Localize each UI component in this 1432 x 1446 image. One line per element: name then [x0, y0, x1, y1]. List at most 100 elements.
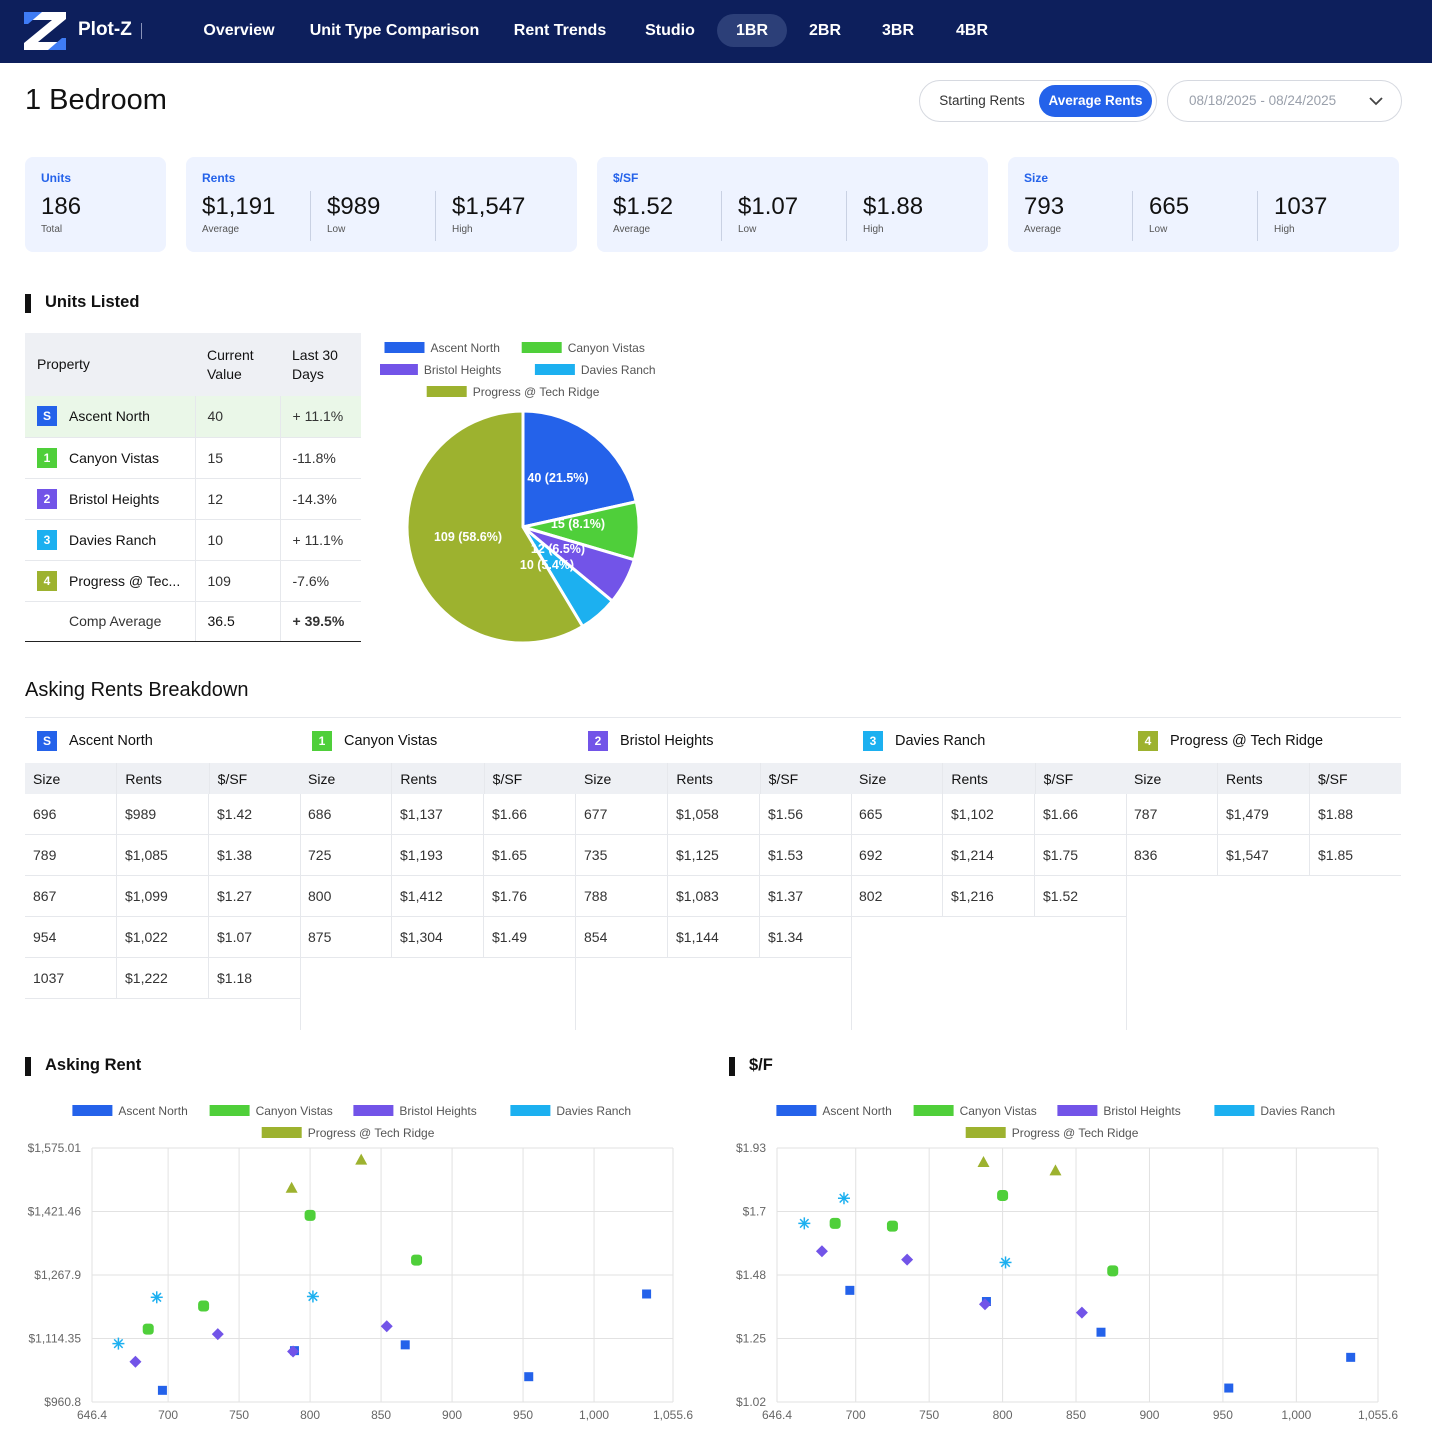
date-range-picker[interactable]: 08/18/2025 - 08/24/2025 [1167, 80, 1402, 122]
scatter-point[interactable] [999, 1256, 1012, 1269]
legend-item[interactable]: Ascent North [72, 1104, 188, 1118]
legend-item[interactable]: Davies Ranch [534, 363, 656, 377]
nav-3br[interactable]: 3BR [881, 22, 914, 39]
scatter-point[interactable] [837, 1192, 850, 1205]
breakdown-col-header[interactable]: $/SF [759, 763, 852, 794]
x-tick-label: 850 [1066, 1408, 1086, 1422]
breakdown-col-header[interactable]: $/SF [208, 763, 301, 794]
legend-item[interactable]: Ascent North [384, 341, 500, 355]
breakdown-col-header[interactable]: Size [859, 770, 887, 787]
table-row[interactable]: 2 Bristol Heights 12 -14.3% [25, 478, 361, 520]
scatter-point[interactable] [845, 1285, 855, 1295]
nav-4br[interactable]: 4BR [955, 22, 988, 39]
scatter-point[interactable] [977, 1155, 990, 1167]
table-row[interactable]: 1 Canyon Vistas 15 -11.8% [25, 437, 361, 479]
nav-overview[interactable]: Overview [203, 22, 275, 39]
scatter-point[interactable] [1096, 1327, 1106, 1337]
scatter-point[interactable] [886, 1220, 898, 1232]
table-row[interactable]: S Ascent North 40 + 11.1% [25, 396, 361, 438]
pie-slice[interactable] [405, 409, 585, 645]
nav-studio[interactable]: Studio [645, 22, 695, 39]
breakdown-col-header[interactable]: Size [584, 770, 612, 787]
col-last-30-days[interactable]: Last 30 Days [280, 333, 361, 396]
scatter-point[interactable] [112, 1337, 125, 1350]
breakdown-cell: 854 [584, 929, 608, 945]
legend-item[interactable]: Bristol Heights [377, 363, 501, 377]
table-row: 1037 $1,222 $1.18 [25, 958, 300, 999]
scatter-point[interactable] [1224, 1383, 1234, 1393]
scatter-point[interactable] [306, 1290, 319, 1303]
legend-item[interactable]: Progress @ Tech Ridge [965, 1126, 1139, 1140]
breakdown-property-name: Davies Ranch [895, 732, 986, 749]
breakdown-property-header[interactable]: 3 Davies Ranch [851, 718, 1127, 763]
breakdown-col-header[interactable]: $/SF [1309, 763, 1401, 794]
scatter-point[interactable] [150, 1291, 163, 1304]
breakdown-property-header[interactable]: S Ascent North [25, 718, 301, 763]
starting-rents-button[interactable]: Starting Rents [939, 93, 1025, 108]
scatter-point[interactable] [798, 1217, 811, 1230]
scatter-point[interactable] [1049, 1164, 1062, 1176]
scatter-point[interactable] [400, 1340, 410, 1350]
plot-z-logo-icon[interactable] [24, 12, 66, 50]
nav-unit-type-comparison[interactable]: Unit Type Comparison [309, 22, 480, 39]
breakdown-col-header[interactable]: Rents [1217, 763, 1309, 794]
scatter-point[interactable] [304, 1209, 316, 1221]
scatter-point[interactable] [411, 1254, 423, 1266]
scatter-point[interactable] [355, 1153, 368, 1165]
legend-item[interactable]: Bristol Heights [1057, 1104, 1181, 1118]
pie-slice[interactable] [521, 409, 639, 529]
scatter-point[interactable] [211, 1328, 224, 1341]
breakdown-col-header[interactable]: Rents [667, 763, 759, 794]
scatter-point[interactable] [129, 1355, 142, 1368]
table-row[interactable]: 4 Progress @ Tec... 109 -7.6% [25, 560, 361, 602]
scatter-point[interactable] [829, 1217, 841, 1229]
nav-rent-trends[interactable]: Rent Trends [513, 22, 607, 39]
scatter-point[interactable] [157, 1385, 167, 1395]
scatter-point[interactable] [642, 1289, 652, 1299]
legend-item[interactable]: Canyon Vistas [913, 1104, 1037, 1118]
breakdown-col-header[interactable]: Rents [942, 763, 1034, 794]
breakdown-column-headers: Size Rents $/SF [851, 763, 1127, 794]
breakdown-col-header[interactable]: $/SF [483, 763, 576, 794]
breakdown-property-header[interactable]: 1 Canyon Vistas [300, 718, 576, 763]
nav-2br[interactable]: 2BR [808, 22, 841, 39]
breakdown-col-header[interactable]: Size [33, 770, 61, 787]
scatter-point[interactable] [997, 1189, 1009, 1201]
breakdown-col-header[interactable]: Rents [116, 763, 208, 794]
legend-item[interactable]: Progress @ Tech Ridge [426, 385, 600, 399]
breakdown-col-header[interactable]: $/SF [1034, 763, 1127, 794]
breakdown-col-header[interactable]: Rents [391, 763, 483, 794]
scatter-point[interactable] [815, 1245, 828, 1258]
breakdown-property-header[interactable]: 2 Bristol Heights [576, 718, 852, 763]
legend-item[interactable]: Ascent North [776, 1104, 892, 1118]
rents-low-stat: $989 Low [327, 193, 380, 235]
breakdown-property-header[interactable]: 4 Progress @ Tech Ridge [1126, 718, 1401, 763]
breakdown-cell: $1,547 [1217, 835, 1309, 875]
legend-item[interactable]: Progress @ Tech Ridge [261, 1126, 435, 1140]
scatter-point[interactable] [1346, 1352, 1356, 1362]
scatter-point[interactable] [978, 1298, 991, 1311]
col-property[interactable]: Property [25, 333, 195, 396]
scatter-point[interactable] [524, 1372, 534, 1382]
brand-name[interactable]: Plot-Z [78, 19, 132, 40]
legend-item[interactable]: Bristol Heights [353, 1104, 477, 1118]
legend-item[interactable]: Canyon Vistas [521, 341, 645, 355]
scatter-point[interactable] [142, 1323, 154, 1335]
breakdown-col-header[interactable]: Size [308, 770, 336, 787]
scatter-point[interactable] [287, 1345, 300, 1358]
scatter-point[interactable] [901, 1253, 914, 1266]
scatter-point[interactable] [1107, 1265, 1119, 1277]
breakdown-col-header[interactable]: Size [1134, 770, 1162, 787]
scatter-point[interactable] [285, 1181, 298, 1193]
legend-item[interactable]: Canyon Vistas [209, 1104, 333, 1118]
last-30-days-cell: + 11.1% [280, 519, 361, 561]
scatter-point[interactable] [380, 1320, 393, 1333]
col-current-value[interactable]: Current Value [195, 333, 280, 396]
legend-item[interactable]: Davies Ranch [1214, 1104, 1335, 1118]
average-rents-button[interactable]: Average Rents [1039, 85, 1152, 117]
nav-1br[interactable]: 1BR [717, 14, 787, 47]
legend-item[interactable]: Davies Ranch [510, 1104, 631, 1118]
scatter-point[interactable] [198, 1300, 210, 1312]
table-row[interactable]: 3 Davies Ranch 10 + 11.1% [25, 519, 361, 561]
scatter-point[interactable] [1075, 1306, 1088, 1319]
